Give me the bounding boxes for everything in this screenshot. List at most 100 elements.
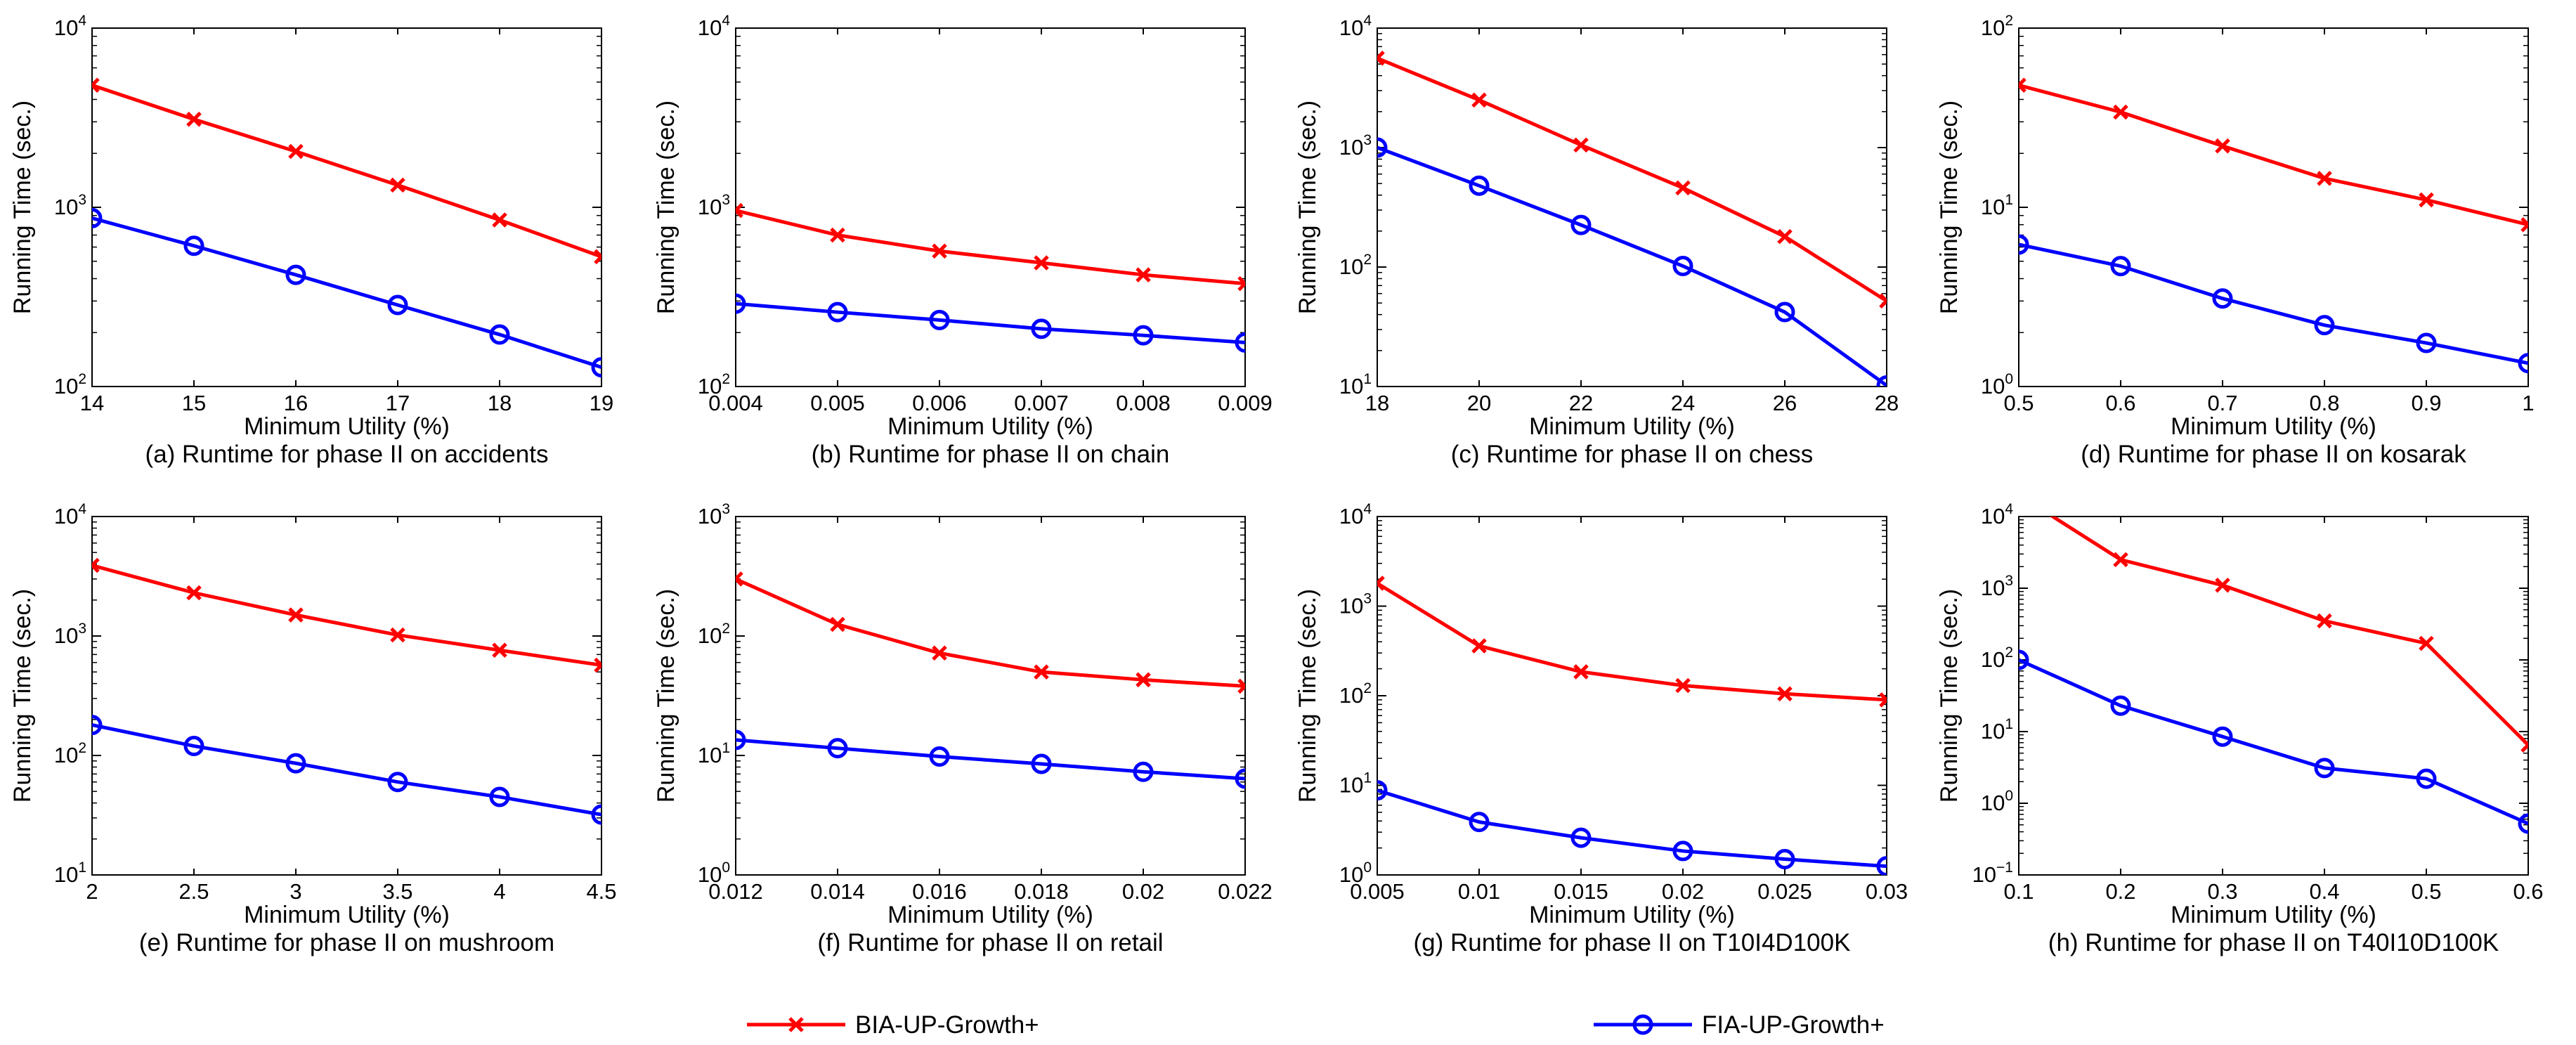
y-tick-label: 101	[1981, 716, 2013, 744]
data-point	[1675, 677, 1691, 694]
data-point	[2110, 256, 2131, 277]
x-axis-label: Minimum Utility (%)	[1529, 902, 1735, 928]
data-point	[2416, 332, 2437, 353]
y-axis-label: Running Time (sec.)	[1936, 100, 1963, 314]
data-point	[492, 212, 507, 228]
x-tick-label: 15	[182, 391, 206, 415]
chart-caption: (d) Runtime for phase II on kosarak	[2081, 441, 2466, 468]
x-tick-label: 2.5	[178, 879, 209, 904]
legend-marker	[1632, 1014, 1653, 1035]
data-point	[2012, 488, 2025, 501]
plot-area	[736, 202, 1245, 353]
x-tick-label: 24	[1671, 391, 1695, 415]
plot-area	[92, 77, 601, 378]
x-tick-label: 17	[386, 391, 410, 415]
data-point	[288, 607, 304, 623]
chart-caption: (c) Runtime for phase II on chess	[1451, 441, 1814, 468]
data-point	[92, 207, 103, 228]
data-point	[390, 627, 405, 643]
data-point	[1031, 318, 1052, 339]
legend-marker	[788, 1017, 804, 1032]
x-tick-label: 16	[284, 391, 308, 415]
plot-frame	[2018, 516, 2529, 876]
plot-frame	[91, 516, 602, 876]
data-point	[489, 786, 510, 807]
data-point	[1377, 51, 1385, 66]
data-point	[2113, 552, 2128, 568]
x-tick-label: 0.018	[1014, 879, 1069, 904]
chart-caption: (h) Runtime for phase II on T40I10D100K	[2048, 929, 2499, 956]
data-point	[1235, 332, 1245, 353]
x-tick-label: 0.022	[1218, 879, 1273, 904]
y-axis-label: Running Time (sec.)	[653, 589, 679, 803]
y-tick-label: 104	[1339, 501, 1372, 528]
data-point	[2317, 171, 2332, 186]
x-tick-label: 0.8	[2309, 391, 2339, 415]
x-tick-label: 18	[488, 391, 512, 415]
data-point	[1034, 664, 1049, 680]
data-point	[827, 738, 848, 759]
data-point	[186, 585, 202, 601]
x-tick-label: 0.9	[2411, 391, 2441, 415]
data-point	[492, 642, 507, 658]
data-point	[1570, 827, 1592, 848]
y-tick-label: 103	[54, 192, 86, 219]
x-tick-label: 0.1	[2003, 879, 2034, 904]
data-point	[1777, 686, 1793, 702]
data-point	[92, 557, 100, 573]
y-tick-label: 103	[54, 621, 86, 648]
x-tick-label: 20	[1467, 391, 1491, 415]
data-point	[1672, 256, 1693, 277]
x-tick-label: 0.4	[2309, 879, 2339, 904]
data-point	[2419, 635, 2434, 651]
y-tick-label: 104	[1981, 501, 2013, 528]
data-point	[591, 357, 601, 378]
y-tick-label: 100	[1339, 859, 1372, 887]
series-line-bia	[2019, 83, 2528, 227]
y-axis-label: Running Time (sec.)	[9, 589, 36, 803]
y-tick-label: 101	[1339, 371, 1372, 398]
data-point	[1031, 753, 1052, 774]
legend-item-fia: FIA-UP-Growth+	[1594, 1011, 1885, 1039]
series-line-bia	[736, 577, 1245, 688]
data-point	[1774, 301, 1795, 323]
data-point	[1237, 275, 1245, 292]
data-point	[929, 309, 950, 330]
data-point	[288, 143, 304, 160]
plot-area	[2012, 488, 2528, 834]
y-tick-label: 102	[1981, 13, 2013, 40]
x-axis-label: Minimum Utility (%)	[2171, 413, 2376, 440]
y-tick-label: 101	[54, 859, 86, 887]
x-tick-label: 19	[590, 391, 613, 415]
data-point	[1235, 768, 1245, 789]
data-point	[1573, 137, 1589, 153]
y-axis-label: Running Time (sec.)	[653, 100, 679, 314]
data-point	[1876, 856, 1887, 875]
data-point	[2019, 234, 2029, 255]
data-point	[2215, 578, 2230, 593]
data-point	[2518, 353, 2528, 374]
data-point	[1377, 576, 1385, 591]
y-tick-label: 102	[698, 621, 730, 648]
x-tick-label: 2	[86, 879, 98, 904]
plot-area	[1377, 576, 1887, 875]
data-point	[1879, 692, 1887, 708]
y-tick-label: 100	[698, 859, 730, 887]
y-tick-label: 104	[54, 13, 86, 40]
plot-area	[2019, 77, 2528, 374]
x-tick-label: 0.5	[2003, 391, 2034, 415]
data-point	[2520, 216, 2528, 233]
y-axis-label: Running Time (sec.)	[9, 100, 36, 314]
y-axis-label: Running Time (sec.)	[1936, 589, 1963, 803]
series-line-fia	[736, 738, 1245, 781]
x-tick-label: 14	[80, 391, 104, 415]
data-point	[932, 645, 947, 661]
chart-caption: (f) Runtime for phase II on retail	[817, 929, 1163, 956]
plot-area	[1377, 51, 1887, 387]
data-point	[1133, 761, 1154, 782]
y-tick-label: 102	[1339, 252, 1372, 279]
legend-label: FIA-UP-Growth+	[1702, 1011, 1885, 1039]
data-point	[390, 177, 405, 193]
x-tick-label: 0.012	[708, 879, 763, 904]
data-point	[2416, 768, 2437, 789]
